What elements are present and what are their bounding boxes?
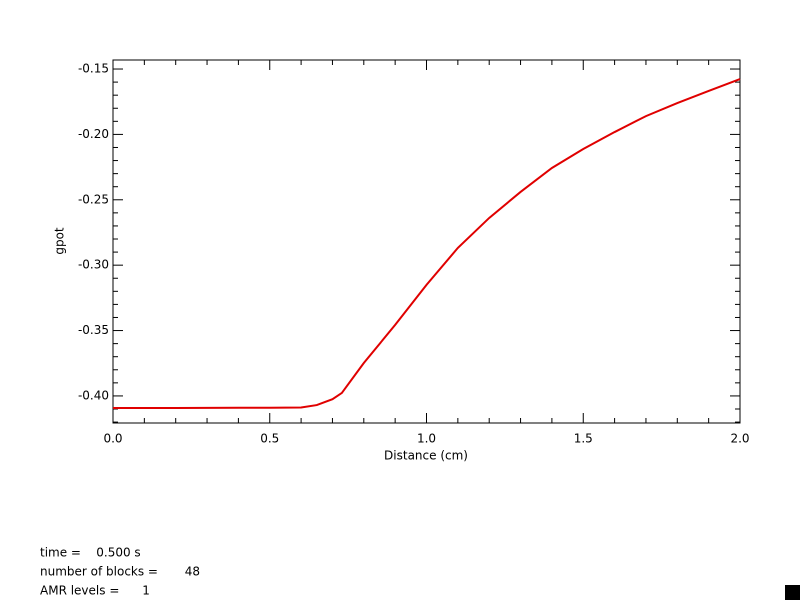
y-tick-label: -0.25 <box>78 192 109 206</box>
y-tick-label: -0.35 <box>78 323 109 337</box>
x-tick-label: 1.5 <box>574 432 593 446</box>
annotation: number of blocks = 48 <box>40 565 200 579</box>
annotation: AMR levels = 1 <box>40 584 150 598</box>
x-tick-label: 0.0 <box>103 432 122 446</box>
x-tick-label: 1.0 <box>417 432 436 446</box>
y-tick-label: -0.15 <box>78 62 109 76</box>
y-tick-label: -0.30 <box>78 258 109 272</box>
y-axis-label: gpot <box>53 227 67 255</box>
x-axis-label: Distance (cm) <box>384 449 468 463</box>
x-tick-label: 2.0 <box>730 432 749 446</box>
y-tick-label: -0.20 <box>78 127 109 141</box>
data-line <box>113 78 741 409</box>
corner-square <box>785 585 800 600</box>
x-tick-label: 0.5 <box>260 432 279 446</box>
annotation: time = 0.500 s <box>40 546 141 560</box>
y-tick-label: -0.40 <box>78 388 109 402</box>
